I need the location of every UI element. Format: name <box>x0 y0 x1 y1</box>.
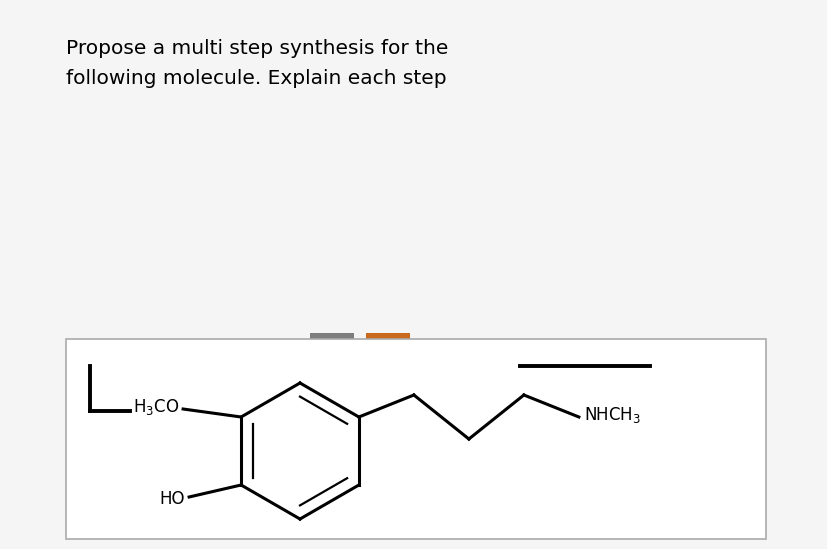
FancyBboxPatch shape <box>66 339 765 539</box>
FancyBboxPatch shape <box>366 333 409 371</box>
FancyBboxPatch shape <box>309 333 354 371</box>
Text: NHCH$_3$: NHCH$_3$ <box>583 405 640 425</box>
Text: H$_3$CO: H$_3$CO <box>132 397 179 417</box>
Text: ↶: ↶ <box>323 342 341 362</box>
Text: following molecule. Explain each step: following molecule. Explain each step <box>66 70 446 88</box>
Text: HO: HO <box>160 490 185 508</box>
Text: Propose a multi step synthesis for the: Propose a multi step synthesis for the <box>66 40 448 59</box>
Text: ↻: ↻ <box>379 342 396 362</box>
